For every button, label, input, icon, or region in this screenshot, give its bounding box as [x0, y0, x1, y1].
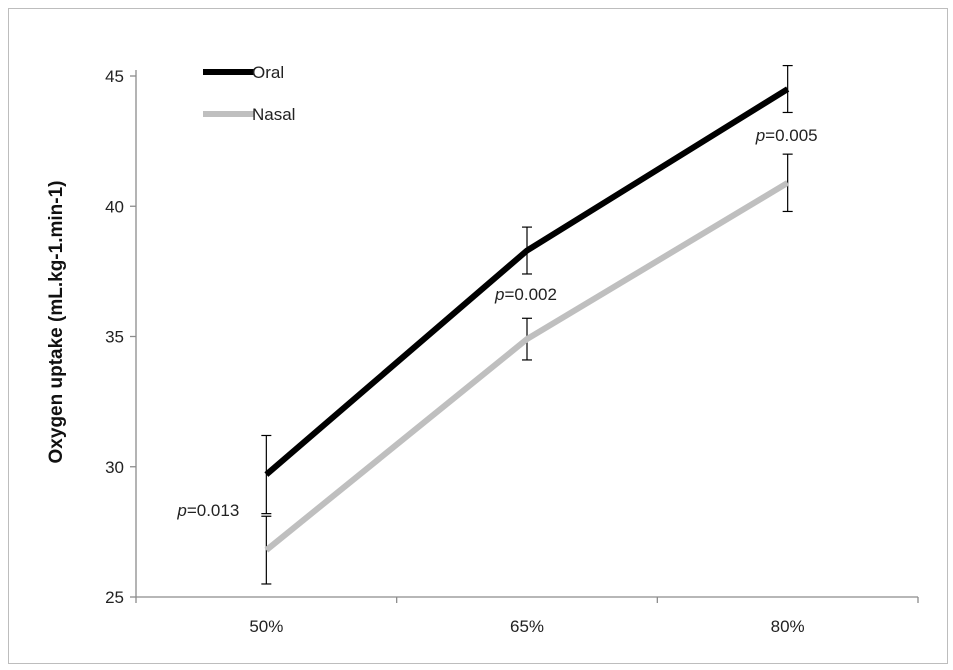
- y-tick-label: 40: [105, 197, 124, 216]
- p-symbol: p: [176, 501, 186, 520]
- x-tick-label: 65%: [510, 617, 544, 636]
- p-value-label: p=0.005: [755, 126, 818, 145]
- y-axis-title: Oxygen uptake (mL.kg-1.min-1): [46, 181, 67, 464]
- chart-frame: [8, 8, 948, 664]
- legend-label-oral: Oral: [252, 63, 284, 82]
- p-symbol: p: [494, 285, 504, 304]
- p-symbol: p: [755, 126, 765, 145]
- y-tick-label: 25: [105, 588, 124, 607]
- p-value-label: p=0.002: [494, 285, 557, 304]
- legend: Oral Nasal: [203, 63, 295, 124]
- y-tick-label: 45: [105, 67, 124, 86]
- series-lines: [264, 86, 790, 553]
- p-value-text: =0.013: [187, 501, 239, 520]
- error-bars: [261, 64, 793, 585]
- series-line-oral: [264, 86, 790, 477]
- y-tick-label: 30: [105, 458, 124, 477]
- x-tick-label: 50%: [249, 617, 283, 636]
- axes: 25 30 35 40 45 50% 65% 80%: [105, 67, 919, 636]
- y-tick-label: 35: [105, 328, 124, 347]
- x-tick-label: 80%: [771, 617, 805, 636]
- p-value-label: p=0.013: [176, 501, 239, 520]
- series-line-nasal: [264, 180, 790, 553]
- legend-label-nasal: Nasal: [252, 105, 295, 124]
- p-value-text: =0.002: [504, 285, 556, 304]
- p-value-text: =0.005: [765, 126, 817, 145]
